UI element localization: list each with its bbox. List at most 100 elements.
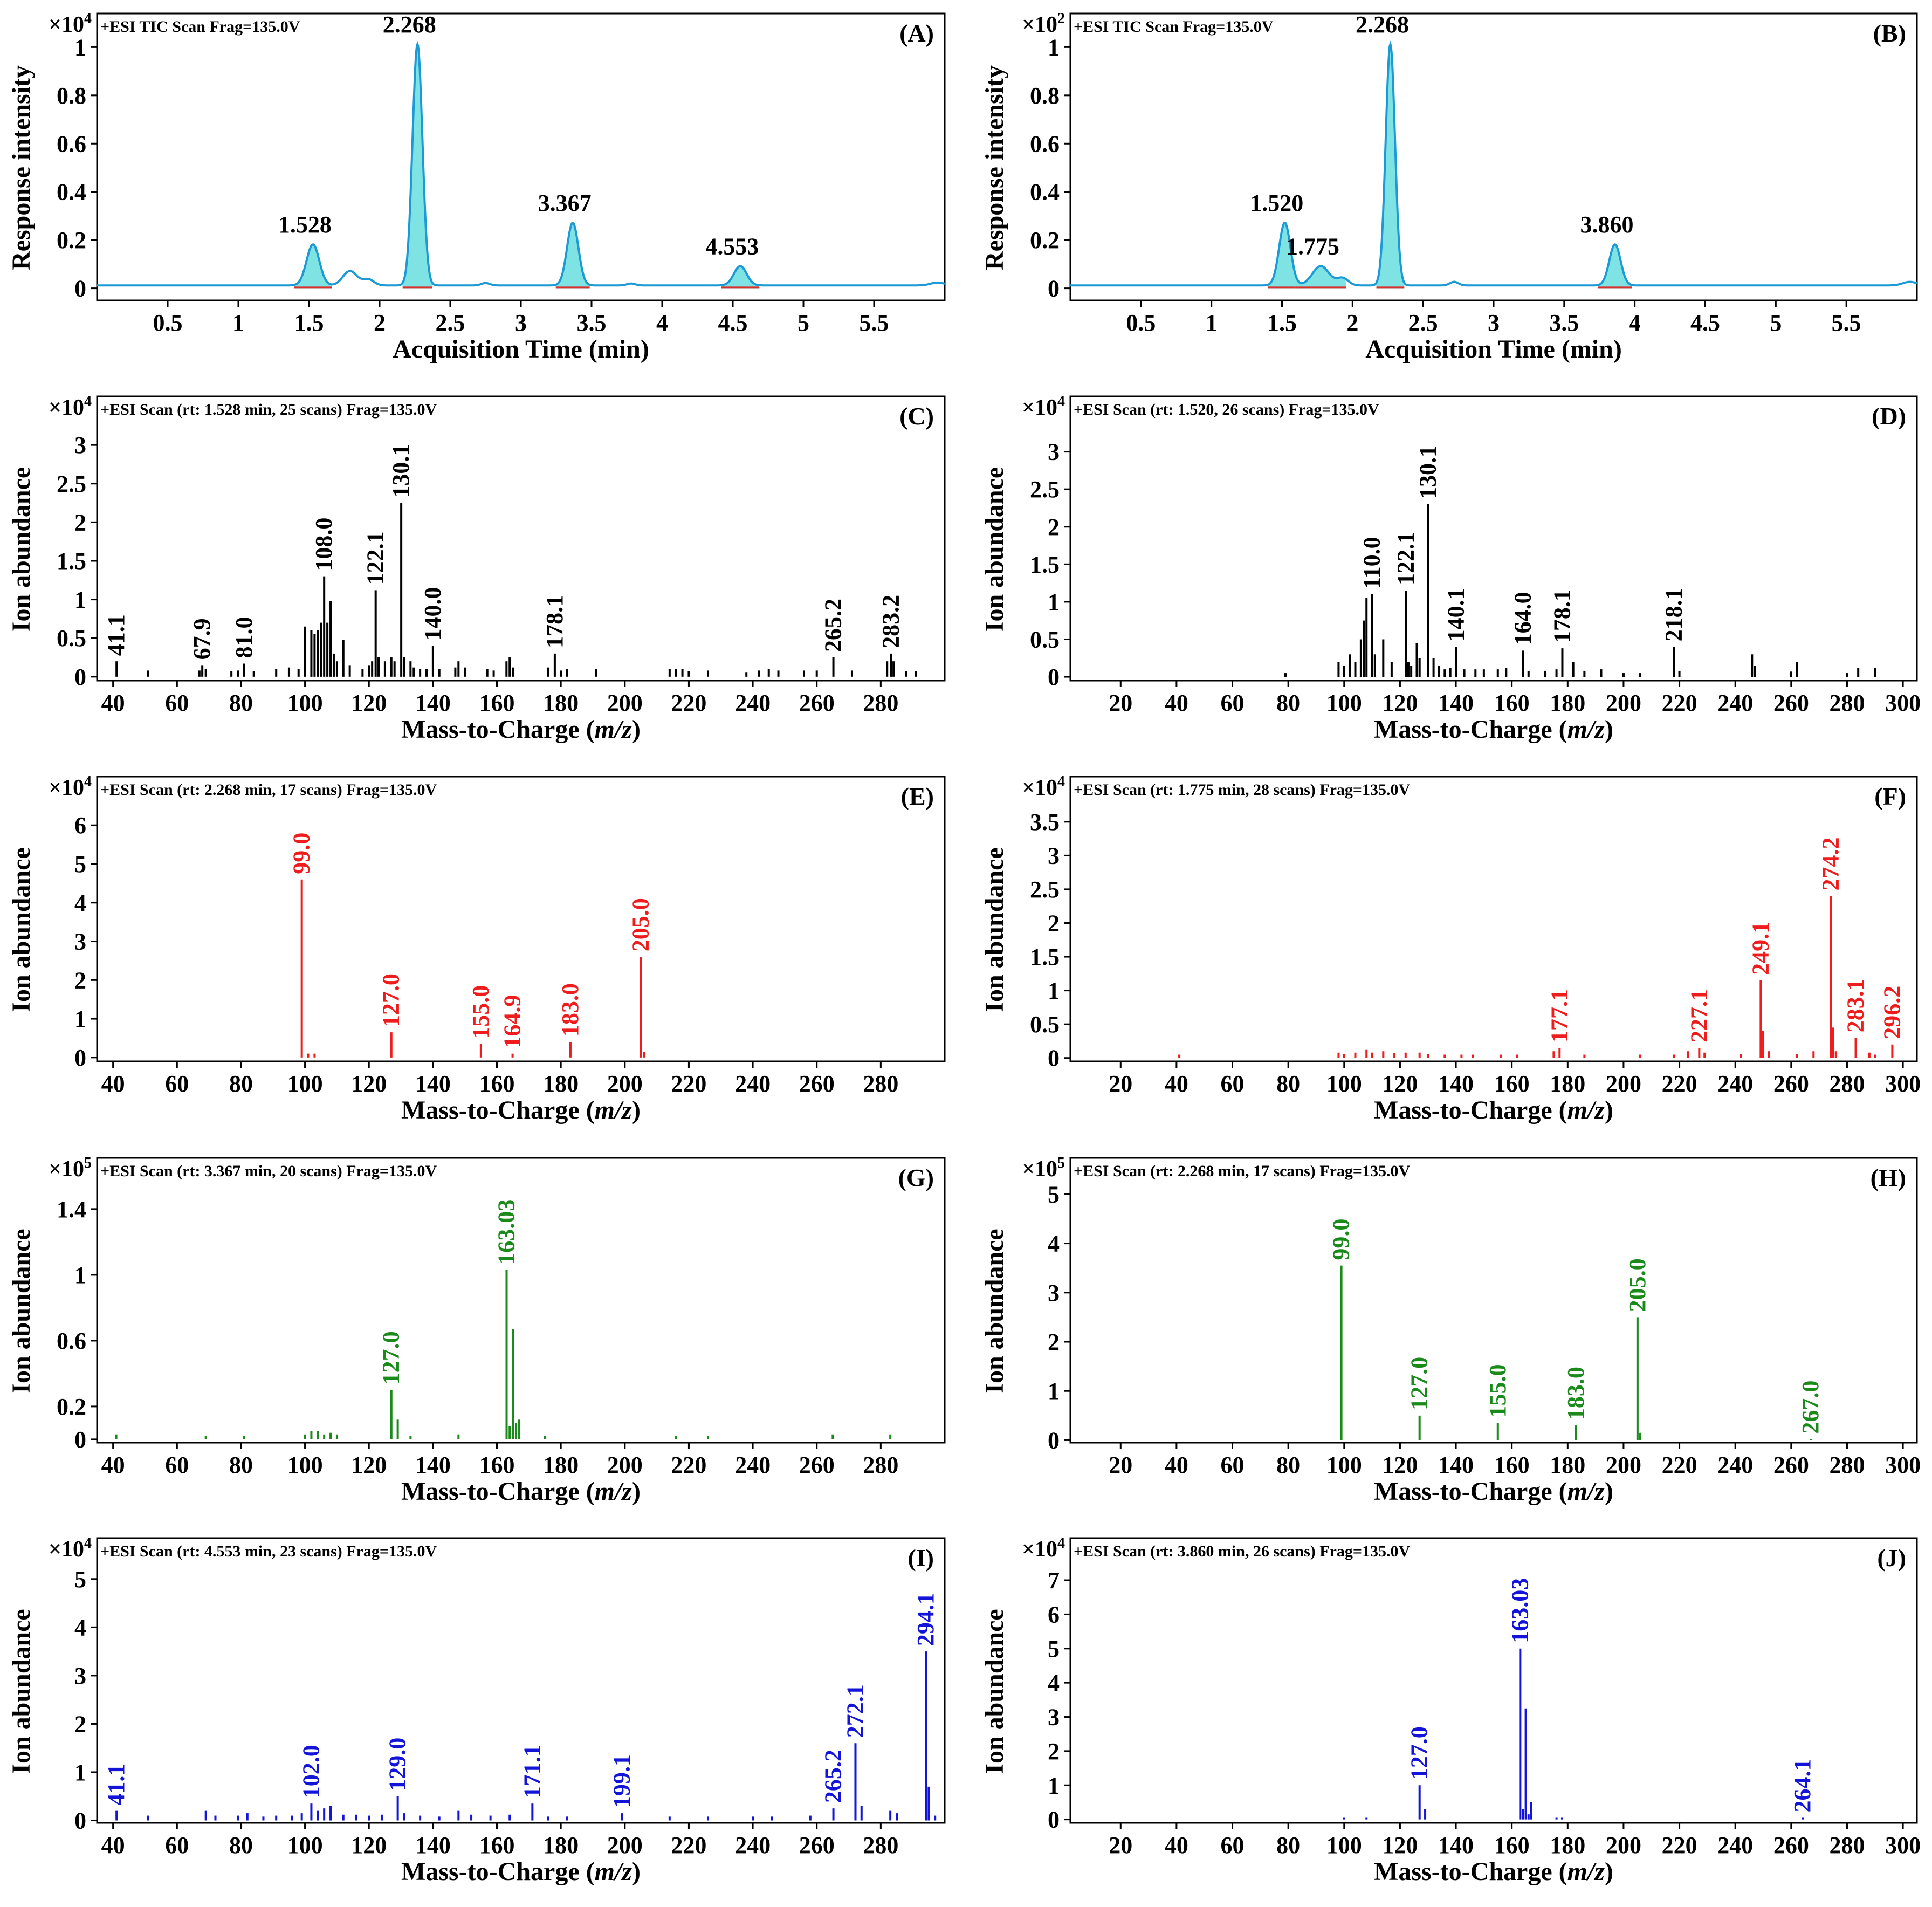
peak-area <box>721 266 760 289</box>
y-tick-label: 2 <box>1048 1329 1060 1355</box>
scan-header: +ESI Scan (rt: 2.268 min, 17 scans) Frag… <box>100 781 437 799</box>
scale-base: ×10 <box>1022 1157 1057 1182</box>
x-tick-label: 40 <box>1165 1071 1188 1097</box>
x-axis-title-part: Mass-to-Charge ( <box>1374 715 1567 744</box>
peak-label: 177.1 <box>1546 989 1572 1042</box>
y-tick-label: 3 <box>1048 439 1060 465</box>
y-tick-label: 2.5 <box>1030 476 1060 503</box>
peak-area <box>293 244 332 289</box>
x-tick-label: 260 <box>799 1452 835 1478</box>
peak-label: 1.528 <box>278 211 332 238</box>
x-tick-label: 240 <box>1717 1832 1753 1858</box>
x-tick-label: 4.5 <box>718 310 748 336</box>
peak-label: 2.268 <box>1356 11 1409 38</box>
panel-f: +ESI Scan (rt: 1.775 min, 28 scans) Frag… <box>980 773 1921 1124</box>
x-tick-label: 3 <box>515 310 527 336</box>
x-tick-label: 240 <box>735 1452 771 1478</box>
y-tick-label: 1 <box>74 1759 86 1786</box>
peak-label: 227.1 <box>1686 989 1712 1042</box>
x-axis-title-part: m/z <box>1567 1096 1605 1124</box>
panel-g: +ESI Scan (rt: 3.367 min, 20 scans) Frag… <box>7 1155 946 1506</box>
peak-label: 140.0 <box>420 587 446 641</box>
y-tick-label: 0.6 <box>57 1328 86 1354</box>
scale-base: ×10 <box>1022 776 1057 800</box>
x-tick-label: 40 <box>101 1071 125 1097</box>
y-tick-label: 0.4 <box>1030 179 1060 205</box>
y-tick-label: 2 <box>74 509 86 536</box>
panel-i: +ESI Scan (rt: 4.553 min, 23 scans) Frag… <box>7 1535 946 1886</box>
scale-factor: ×104 <box>1022 773 1065 800</box>
x-axis-title-part: ) <box>1605 1096 1613 1124</box>
plot-frame <box>1069 12 1918 301</box>
x-axis-title-part: m/z <box>595 1096 632 1124</box>
x-tick-label: 220 <box>1662 1071 1697 1097</box>
y-tick-label: 3.5 <box>1030 809 1060 835</box>
scan-header: +ESI Scan (rt: 3.860 min, 26 scans) Frag… <box>1074 1542 1411 1560</box>
x-tick-label: 140 <box>415 1452 451 1478</box>
y-tick-label: 1.4 <box>57 1196 86 1223</box>
plot-frame <box>96 1537 946 1824</box>
y-axis-title: Ion abundance <box>980 847 1009 1012</box>
x-tick-label: 100 <box>1326 1832 1362 1858</box>
peak-label: 272.1 <box>842 1684 868 1738</box>
x-tick-label: 2 <box>1346 310 1358 336</box>
x-tick-label: 220 <box>671 1452 706 1478</box>
x-axis-title-part: ) <box>632 715 641 744</box>
peak-label: 265.2 <box>820 599 847 652</box>
y-tick-label: 1 <box>1048 1378 1060 1404</box>
x-tick-label: 1.5 <box>294 310 324 336</box>
peak-label: 296.2 <box>1879 986 1905 1039</box>
x-tick-label: 100 <box>287 1071 323 1097</box>
x-axis-title-part: m/z <box>1567 715 1605 744</box>
y-axis-title: Ion abundance <box>7 1609 36 1773</box>
scale-factor: ×104 <box>49 1535 92 1562</box>
plot-frame <box>96 1157 946 1444</box>
tic-trace <box>1070 40 1917 287</box>
x-tick-label: 120 <box>1382 690 1418 716</box>
x-axis-title: Mass-to-Charge (m/z) <box>401 1096 641 1124</box>
scale-factor: ×104 <box>49 773 92 800</box>
y-tick-label: 3 <box>1048 1280 1060 1306</box>
y-tick-label: 0.6 <box>57 131 86 157</box>
y-tick-label: 0 <box>74 276 86 302</box>
y-tick-label: 4 <box>74 1614 86 1641</box>
peak-label: 122.1 <box>1392 532 1419 585</box>
peak-label: 81.0 <box>231 616 257 658</box>
scale-factor: ×104 <box>1022 393 1065 420</box>
scale-base: ×10 <box>49 776 84 800</box>
x-tick-label: 180 <box>543 1071 579 1097</box>
scale-exponent: 4 <box>84 393 92 410</box>
x-tick-label: 40 <box>1165 1832 1188 1858</box>
y-tick-label: 1.5 <box>1030 551 1060 578</box>
x-tick-label: 260 <box>1773 690 1809 716</box>
x-tick-label: 260 <box>799 1832 835 1858</box>
peak-label: 163.03 <box>1507 1578 1533 1643</box>
x-tick-label: 100 <box>1326 1452 1362 1478</box>
y-tick-label: 0.8 <box>1030 83 1060 109</box>
x-tick-label: 280 <box>1829 1071 1865 1097</box>
panel-j: +ESI Scan (rt: 3.860 min, 26 scans) Frag… <box>980 1535 1921 1886</box>
x-tick-label: 200 <box>1606 1832 1641 1858</box>
peak-label: 127.0 <box>1406 1726 1433 1780</box>
x-tick-label: 3 <box>1488 310 1500 336</box>
x-tick-label: 260 <box>1773 1452 1809 1478</box>
y-tick-label: 0 <box>1048 1427 1060 1453</box>
y-tick-label: 0.4 <box>57 179 86 205</box>
scale-factor: ×104 <box>49 393 92 420</box>
scale-exponent: 4 <box>1057 393 1065 410</box>
x-tick-label: 80 <box>1276 1452 1300 1478</box>
x-tick-label: 240 <box>735 690 771 716</box>
panel-tag: (B) <box>1873 19 1906 47</box>
x-tick-label: 20 <box>1109 1832 1132 1858</box>
peak-label: 127.0 <box>378 973 404 1027</box>
peak-label: 183.0 <box>1563 1367 1589 1420</box>
x-tick-label: 260 <box>1773 1071 1809 1097</box>
y-tick-label: 0 <box>1048 664 1060 690</box>
x-tick-label: 4.5 <box>1690 310 1720 336</box>
y-tick-label: 1 <box>74 1006 86 1032</box>
x-axis-title: Mass-to-Charge (m/z) <box>1374 1477 1613 1506</box>
x-axis-title-part: Mass-to-Charge ( <box>401 715 595 744</box>
panel-tag: (G) <box>898 1164 934 1191</box>
peak-area <box>555 222 590 289</box>
x-tick-label: 60 <box>1221 690 1245 716</box>
